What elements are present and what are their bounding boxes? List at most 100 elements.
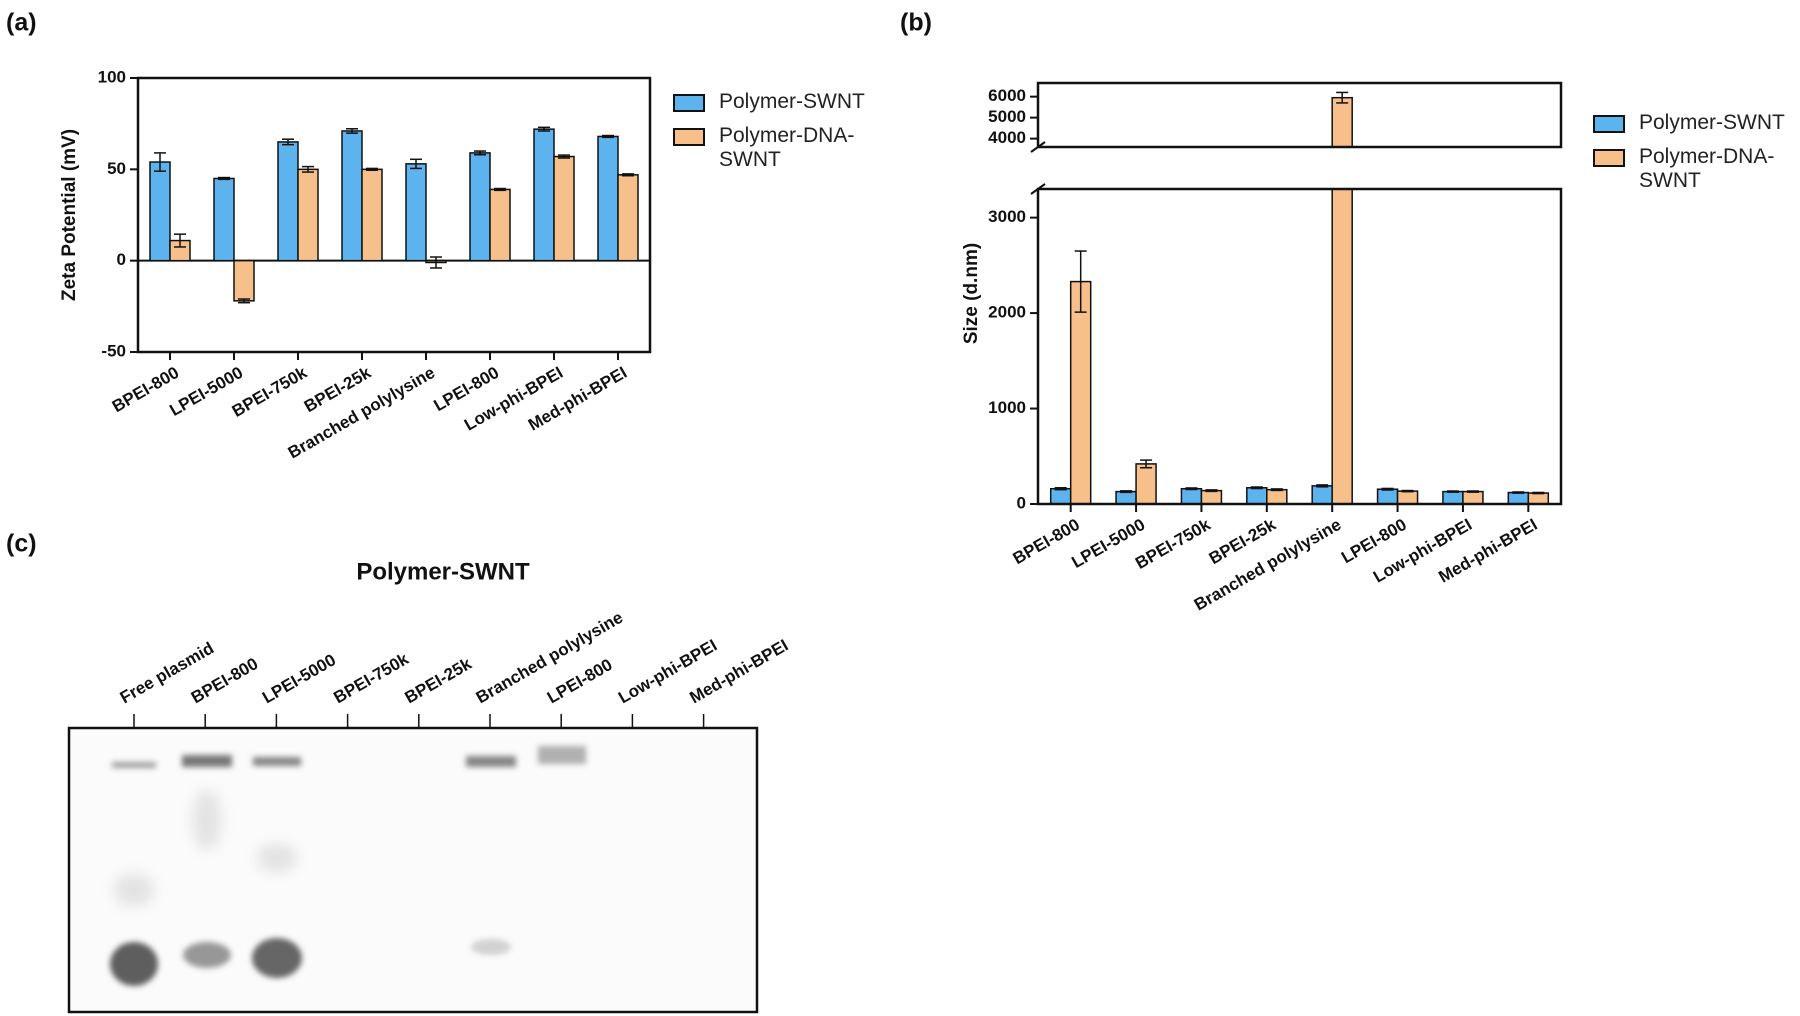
error-bar <box>1401 489 1414 493</box>
error-bar <box>174 233 186 248</box>
panel-label: (c) <box>6 530 37 558</box>
error-bar <box>602 134 614 139</box>
legend-swatch <box>673 128 705 146</box>
legend-swatch <box>1593 115 1625 133</box>
y-tick-label: 3000 <box>988 207 1026 226</box>
error-bar <box>1532 491 1545 495</box>
legend-label: Polymer-SWNT <box>1639 111 1785 134</box>
error-bar <box>1250 486 1263 490</box>
bar <box>533 128 555 262</box>
y-tick-label: 1000 <box>988 398 1026 417</box>
error-bar <box>538 126 550 132</box>
legend-swatch <box>1593 149 1625 167</box>
error-bar <box>154 152 166 172</box>
bar <box>1266 488 1288 505</box>
error-bar <box>410 158 422 170</box>
bar <box>1180 487 1203 505</box>
bar <box>1246 487 1268 505</box>
y-tick-label: 2000 <box>988 303 1026 322</box>
error-bar <box>1185 487 1198 491</box>
legend-label: Polymer-DNA-SWNT <box>719 124 855 171</box>
y-axis-label: Zeta Potential (mV) <box>59 129 80 301</box>
bar <box>1442 490 1464 505</box>
bar <box>1396 490 1419 505</box>
axis-break <box>1030 183 1046 195</box>
y-tick-label: -50 <box>101 341 126 360</box>
y-tick-label: 6000 <box>988 86 1026 105</box>
y-axis-label: Size (d.nm) <box>961 243 982 344</box>
error-bar <box>1316 484 1329 488</box>
error-bar <box>366 167 378 171</box>
error-bar <box>1120 490 1133 494</box>
legend: Polymer-SWNT Polymer-DNA-SWNT <box>673 90 869 182</box>
error-bar <box>282 138 294 146</box>
error-bar <box>1140 459 1153 469</box>
error-bar <box>1270 488 1283 492</box>
error-bar <box>1074 250 1087 313</box>
plot-frame <box>136 76 652 354</box>
bar <box>361 168 383 262</box>
legend-label: Polymer-SWNT <box>719 90 865 113</box>
error-bar <box>494 187 506 192</box>
lane-label: LPEI-5000 <box>259 650 339 707</box>
bar <box>297 168 319 262</box>
panel-label: (a) <box>6 9 37 37</box>
legend-item: Polymer-DNA-SWNT <box>1593 145 1789 193</box>
bar <box>149 161 171 262</box>
y-tick-label: 50 <box>107 159 126 178</box>
error-bar <box>1336 91 1349 104</box>
x-tick-label: BPEI-750k <box>1132 515 1214 573</box>
bar <box>1462 490 1484 505</box>
bar <box>1135 463 1157 505</box>
error-bar <box>1381 487 1394 491</box>
error-bar <box>558 154 570 159</box>
error-bar <box>1512 491 1525 494</box>
bar <box>489 188 511 262</box>
legend-item: Polymer-SWNT <box>673 90 869 114</box>
bar <box>1049 487 1072 505</box>
error-bar <box>1205 489 1218 493</box>
error-bar <box>1054 487 1067 491</box>
plot-frame <box>1036 81 1563 149</box>
error-bar <box>1446 490 1459 493</box>
lane-label: BPEI-750k <box>330 649 412 707</box>
legend-item: Polymer-SWNT <box>1593 111 1789 135</box>
y-tick-label: 0 <box>1017 493 1026 512</box>
error-bar <box>474 150 486 156</box>
bar <box>1331 188 1353 505</box>
error-bar <box>238 298 250 304</box>
bar <box>1200 489 1223 505</box>
gel-image <box>67 726 759 1014</box>
plot-frame <box>1036 187 1563 506</box>
error-bar <box>1466 490 1479 493</box>
gel-title: Polymer-SWNT <box>356 558 530 585</box>
bar <box>1376 488 1399 505</box>
y-tick-label: 5000 <box>988 107 1026 126</box>
error-bar <box>622 173 634 177</box>
panel-label: (b) <box>900 9 932 37</box>
bar <box>341 130 363 262</box>
bar <box>233 259 255 302</box>
legend-label: Polymer-DNA-SWNT <box>1639 145 1775 192</box>
error-bar <box>430 256 442 269</box>
bar <box>1331 96 1353 148</box>
bar <box>1115 490 1137 505</box>
bar <box>553 155 575 262</box>
bar <box>1507 491 1530 505</box>
y-tick-label: 100 <box>98 67 126 86</box>
y-tick-label: 4000 <box>988 128 1026 147</box>
error-bar <box>218 176 230 181</box>
error-bar <box>346 128 358 134</box>
bar <box>617 174 639 262</box>
bar <box>213 177 235 262</box>
bar <box>277 141 299 262</box>
bar <box>1311 485 1333 505</box>
bar <box>1527 492 1550 505</box>
legend-swatch <box>673 94 705 112</box>
bar <box>597 135 619 262</box>
bar <box>469 152 491 262</box>
legend: Polymer-SWNT Polymer-DNA-SWNT <box>1593 111 1789 203</box>
axis-break <box>1030 141 1046 153</box>
